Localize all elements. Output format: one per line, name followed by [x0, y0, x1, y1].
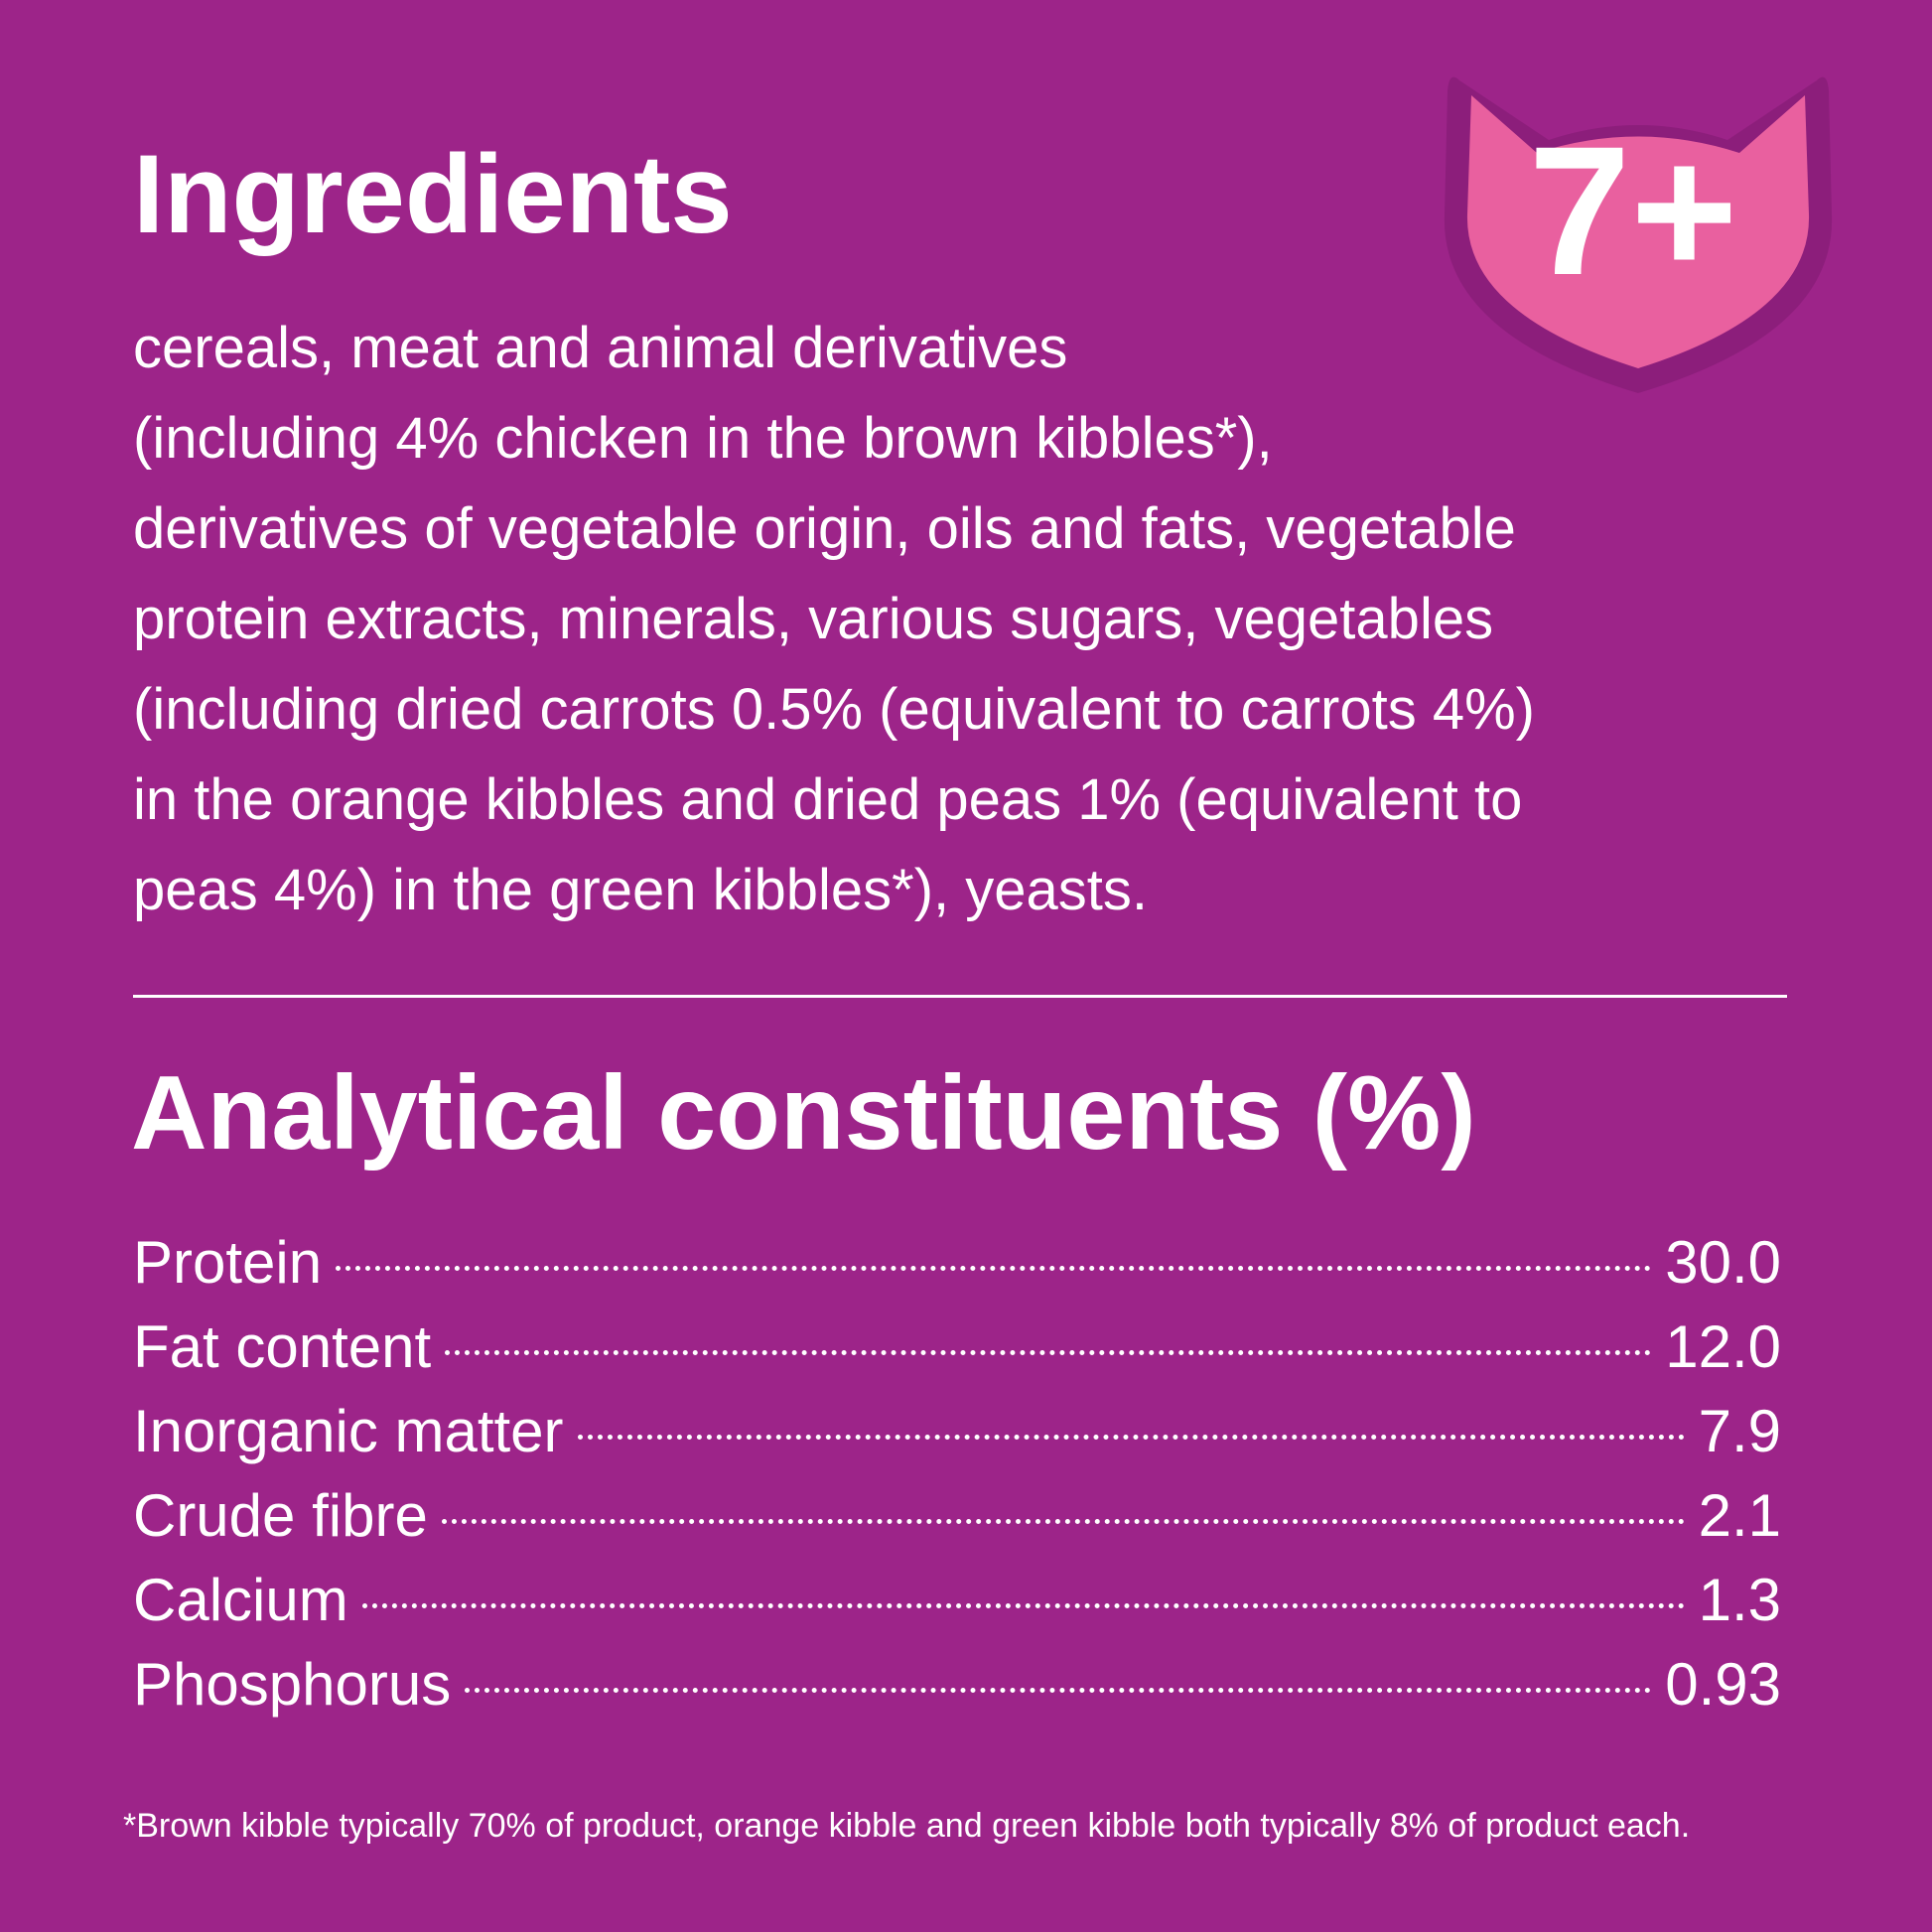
ingredients-line: protein extracts, minerals, various suga…: [133, 587, 1494, 651]
dot-leader: [441, 1519, 1685, 1524]
dot-leader: [465, 1688, 1652, 1693]
constituent-name: Phosphorus: [133, 1651, 452, 1718]
divider: [133, 995, 1787, 998]
constituent-name: Calcium: [133, 1567, 348, 1633]
footnote: *Brown kibble typically 70% of product, …: [123, 1807, 1691, 1845]
dot-leader: [577, 1435, 1685, 1440]
constituent-value: 30.0: [1665, 1229, 1781, 1296]
constituent-name: Crude fibre: [133, 1482, 428, 1549]
constituents-table: Protein 30.0 Fat content 12.0 Inorganic matt…: [133, 1220, 1781, 1726]
ingredients-line: in the orange kibbles and dried peas 1% …: [133, 767, 1523, 832]
ingredients-text: cereals, meat and animal derivatives (inc…: [133, 303, 1535, 935]
constituent-name: Protein: [133, 1229, 323, 1296]
badge: 7+: [1444, 76, 1833, 394]
section-title: Ingredients: [133, 132, 733, 256]
constituent-row: Fat content 12.0: [133, 1305, 1781, 1389]
dot-leader: [336, 1266, 1652, 1271]
constituent-value: 1.3: [1698, 1567, 1781, 1633]
dot-leader: [445, 1350, 1652, 1355]
ingredients-line: derivatives of vegetable origin, oils an…: [133, 496, 1516, 561]
ingredients-line: peas 4%) in the green kibbles*), yeasts.: [133, 858, 1148, 922]
constituent-value: 7.9: [1698, 1398, 1781, 1464]
constituent-row: Calcium 1.3: [133, 1558, 1781, 1642]
constituent-row: Protein 30.0: [133, 1220, 1781, 1305]
constituent-row: Phosphorus 0.93: [133, 1642, 1781, 1726]
constituent-row: Crude fibre 2.1: [133, 1473, 1781, 1558]
ingredients-line: cereals, meat and animal derivatives: [133, 316, 1068, 380]
ingredients-line: (including 4% chicken in the brown kibbl…: [133, 406, 1273, 471]
dot-leader: [361, 1603, 1685, 1608]
constituent-name: Fat content: [133, 1313, 432, 1380]
constituent-value: 2.1: [1698, 1482, 1781, 1549]
constituent-row: Inorganic matter 7.9: [133, 1389, 1781, 1473]
constituent-value: 0.93: [1665, 1651, 1781, 1718]
ingredients-line: (including dried carrots 0.5% (equivalen…: [133, 677, 1535, 742]
badge-head: [1466, 95, 1810, 368]
constituent-name: Inorganic matter: [133, 1398, 564, 1464]
badge-label: 7+: [1529, 109, 1738, 314]
constituent-value: 12.0: [1665, 1313, 1781, 1380]
section-title: Analytical constituents (%): [131, 1054, 1476, 1172]
